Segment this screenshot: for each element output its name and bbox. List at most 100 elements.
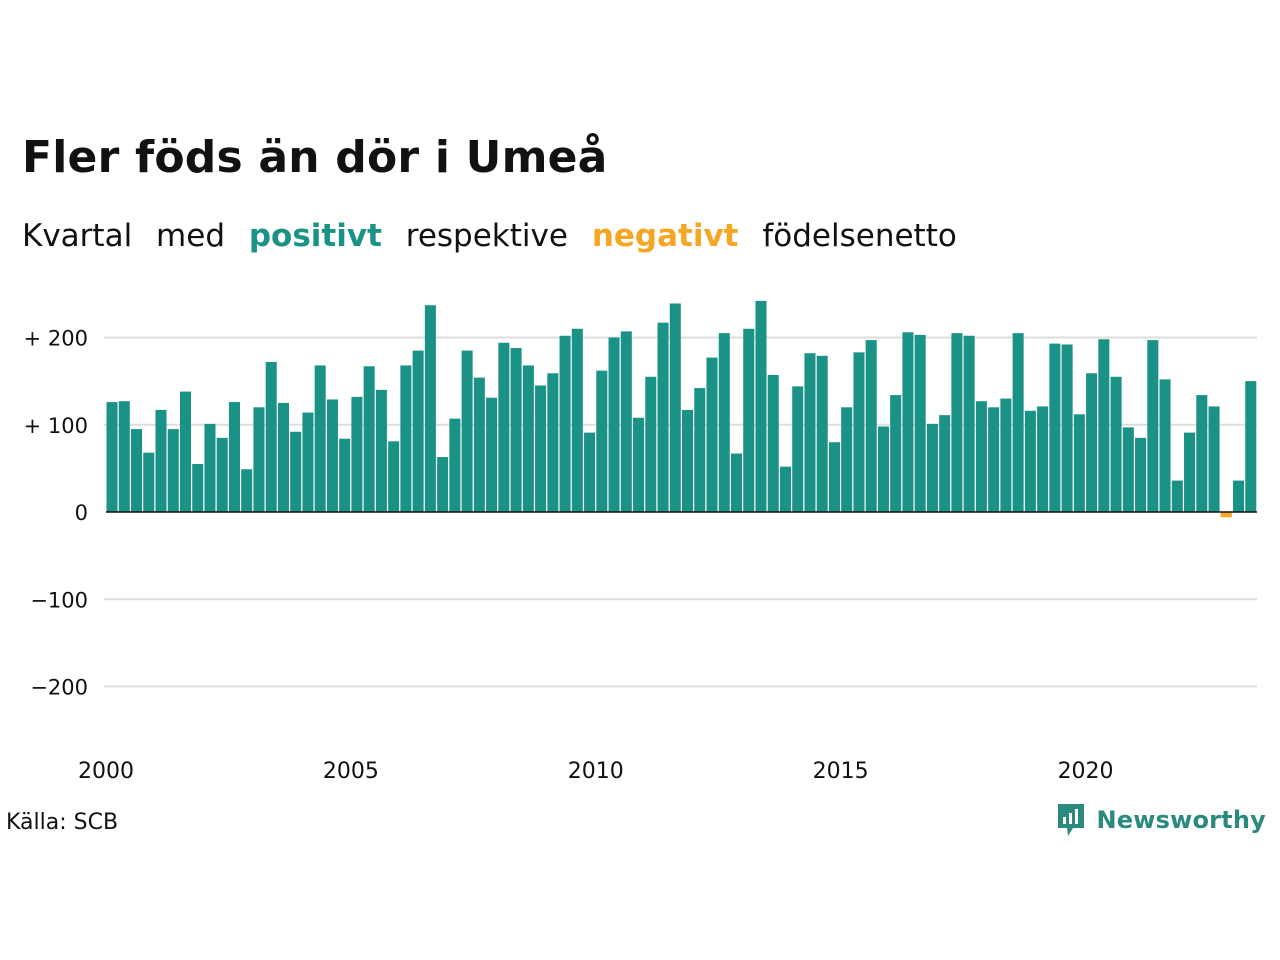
- bar: [363, 366, 375, 512]
- bar: [804, 353, 816, 512]
- subtitle-negative: negativt: [591, 218, 739, 254]
- x-tick-label: 2010: [568, 759, 624, 784]
- bar: [510, 347, 522, 512]
- bar: [253, 407, 265, 512]
- bar: [694, 388, 706, 512]
- bar: [535, 385, 547, 512]
- bar: [277, 402, 289, 512]
- bar: [1220, 512, 1232, 518]
- bar: [926, 423, 938, 512]
- bar: [1184, 432, 1196, 512]
- y-tick-label: −200: [30, 676, 88, 700]
- bar: [682, 409, 694, 512]
- bar: [890, 395, 902, 512]
- x-tick-label: 2000: [78, 759, 134, 784]
- bar: [596, 370, 608, 512]
- bar: [265, 361, 277, 512]
- bar: [1147, 340, 1159, 512]
- subtitle-word: Kvartal: [22, 218, 133, 254]
- chart-subtitle: Kvartal med positivt respektive negativt…: [22, 218, 971, 254]
- bar: [412, 350, 424, 512]
- bar: [1110, 376, 1122, 512]
- bar: [1159, 379, 1171, 512]
- bar: [902, 332, 914, 512]
- bar: [657, 322, 669, 512]
- bar: [584, 432, 596, 512]
- subtitle-word: födelsenetto: [762, 218, 957, 254]
- bar: [216, 437, 228, 512]
- bar: [449, 418, 461, 512]
- bar: [339, 438, 351, 512]
- bar: [155, 409, 167, 512]
- bar: [1208, 406, 1220, 512]
- bar-chart: −200 −100 0 + 100 + 200 2000 2005 2010 2015 2020: [24, 300, 1257, 784]
- bar: [853, 352, 865, 512]
- y-tick-label: 0: [75, 501, 88, 525]
- bar: [730, 453, 743, 512]
- chart-title: Fler föds än dör i Umeå: [22, 132, 608, 183]
- bar: [767, 375, 779, 512]
- bar: [620, 331, 632, 512]
- y-tick-label: −100: [30, 588, 88, 612]
- bar: [963, 335, 975, 512]
- bar: [828, 442, 840, 512]
- newsworthy-icon: [1058, 804, 1085, 836]
- bar: [424, 305, 436, 512]
- brand-name: Newsworthy: [1096, 806, 1266, 834]
- bar: [314, 365, 326, 512]
- bar: [461, 350, 473, 512]
- bar: [437, 457, 449, 512]
- bar: [143, 452, 155, 512]
- bar: [1233, 480, 1245, 512]
- bar: [1037, 406, 1049, 512]
- bar: [326, 399, 338, 512]
- bar: [130, 429, 143, 512]
- bar: [400, 365, 412, 512]
- bar: [645, 376, 657, 512]
- bar: [388, 441, 400, 512]
- bar: [841, 407, 853, 512]
- brand-logo: Newsworthy: [1056, 802, 1266, 838]
- bar: [106, 402, 118, 512]
- bar: [179, 391, 192, 512]
- bar: [1086, 373, 1098, 512]
- x-tick-label: 2005: [323, 759, 379, 784]
- bar: [498, 342, 510, 512]
- bar: [1135, 437, 1147, 512]
- y-tick-label: + 200: [24, 327, 88, 351]
- bar: [375, 389, 387, 512]
- bar: [1245, 381, 1257, 512]
- bar: [204, 423, 216, 512]
- bar: [559, 335, 571, 512]
- bar: [1122, 427, 1134, 512]
- bar: [706, 357, 718, 512]
- bar: [547, 373, 559, 512]
- bar: [975, 401, 987, 512]
- bar: [1012, 333, 1024, 512]
- source-note: Källa: SCB: [6, 810, 119, 835]
- bar: [571, 328, 583, 512]
- bar: [1049, 343, 1061, 512]
- bar: [1061, 344, 1073, 512]
- bar: [1073, 414, 1085, 512]
- bar: [718, 333, 730, 512]
- bar: [792, 386, 804, 512]
- bar: [522, 365, 534, 512]
- bar: [608, 337, 620, 512]
- bar: [351, 396, 363, 512]
- bar: [755, 300, 767, 512]
- subtitle-positive: positivt: [248, 218, 382, 254]
- bar: [118, 401, 130, 512]
- bar: [1024, 410, 1036, 512]
- bar: [241, 469, 253, 512]
- bar: [192, 464, 204, 512]
- bar: [743, 328, 755, 512]
- subtitle-word: respektive: [405, 218, 568, 254]
- bar: [1196, 395, 1208, 512]
- bar: [290, 431, 302, 512]
- bar: [914, 334, 926, 512]
- bar: [877, 426, 889, 512]
- bar: [988, 407, 1000, 512]
- bar: [939, 415, 951, 512]
- bar: [302, 412, 314, 512]
